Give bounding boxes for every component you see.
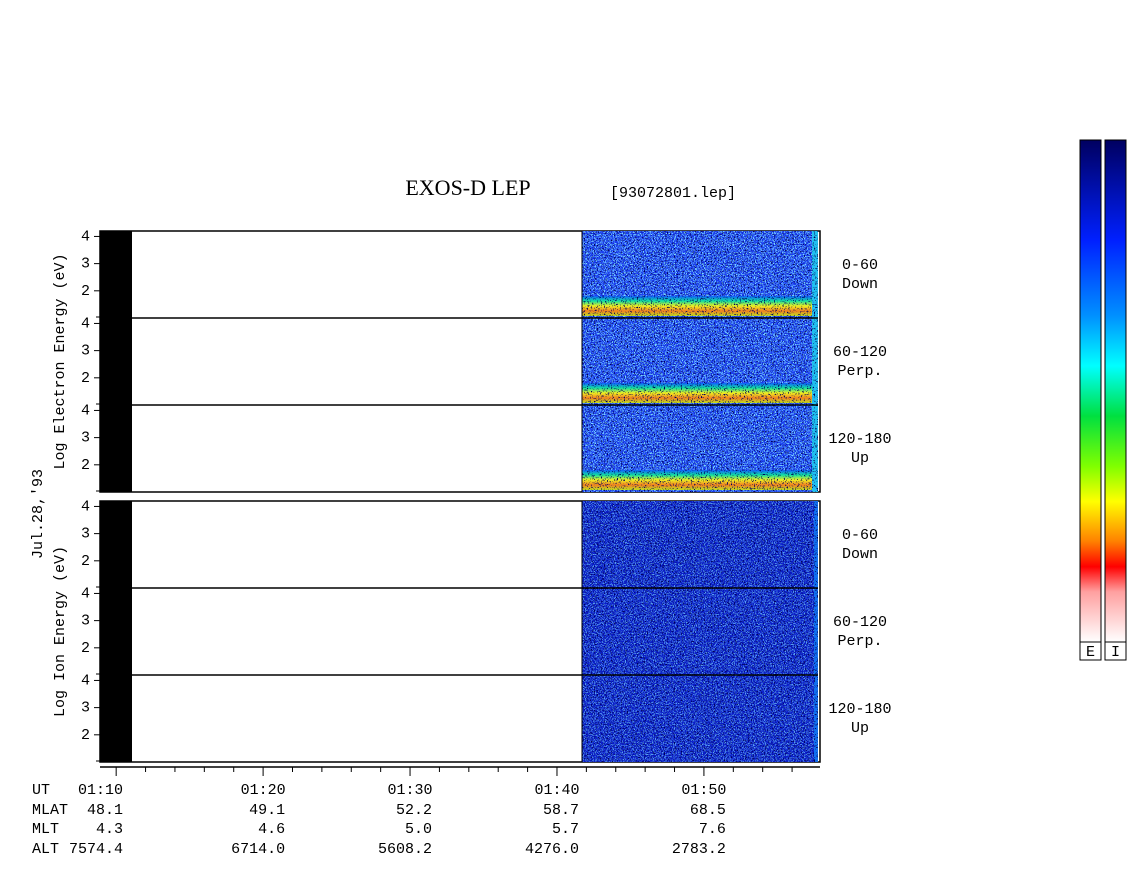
ephemeris-value: 5.0	[405, 821, 432, 838]
y-tick-label: 3	[81, 526, 90, 543]
data-gap	[100, 501, 132, 762]
x-tick-label: 01:10	[78, 782, 123, 799]
y-axis-label: Log Ion Energy (eV)	[52, 546, 69, 717]
x-tick-label: 01:30	[388, 782, 433, 799]
ephemeris-value: 7.6	[699, 821, 726, 838]
x-tick-label: 01:50	[681, 782, 726, 799]
row-label: ALT	[32, 841, 59, 858]
y-tick-label: 2	[81, 727, 90, 744]
ephemeris-value: 68.5	[690, 802, 726, 819]
ephemeris-value: 5.7	[552, 821, 579, 838]
ephemeris-value: 58.7	[543, 802, 579, 819]
row-label: UT	[32, 782, 50, 799]
y-tick-label: 4	[81, 315, 90, 332]
ephemeris-value: 7574.4	[69, 841, 123, 858]
y-tick-label: 4	[81, 228, 90, 245]
direction-label: Up	[851, 450, 869, 467]
y-tick-label: 2	[81, 370, 90, 387]
direction-label: Perp.	[837, 363, 882, 380]
ephemeris-value: 5608.2	[378, 841, 432, 858]
y-tick-label: 2	[81, 283, 90, 300]
direction-label: Up	[851, 720, 869, 737]
angle-label: 0-60	[842, 257, 878, 274]
chart-title: EXOS-D LEP	[405, 175, 530, 200]
y-tick-label: 4	[81, 672, 90, 689]
y-tick-label: 3	[81, 700, 90, 717]
colorbar-label: I	[1111, 644, 1120, 661]
spectrogram-noise	[582, 231, 818, 492]
ephemeris-value: 6714.0	[231, 841, 285, 858]
ephemeris-value: 48.1	[87, 802, 123, 819]
y-tick-label: 3	[81, 256, 90, 273]
direction-label: Perp.	[837, 633, 882, 650]
y-tick-label: 2	[81, 553, 90, 570]
spectrogram-noise	[582, 501, 818, 762]
y-axis-label: Log Electron Energy (eV)	[52, 253, 69, 469]
ephemeris-value: 4276.0	[525, 841, 579, 858]
y-tick-label: 3	[81, 430, 90, 447]
y-tick-label: 4	[81, 402, 90, 419]
colorbar-box	[1104, 641, 1127, 661]
y-tick-label: 3	[81, 613, 90, 630]
file-name: [93072801.lep]	[610, 185, 736, 202]
x-tick-label: 01:20	[241, 782, 286, 799]
colorbar	[1079, 139, 1102, 643]
angle-label: 60-120	[833, 614, 887, 631]
angle-label: 120-180	[828, 701, 891, 718]
y-tick-label: 3	[81, 343, 90, 360]
data-gap	[100, 231, 132, 492]
ephemeris-value: 4.3	[96, 821, 123, 838]
row-label: MLAT	[32, 802, 68, 819]
date-label: Jul.28,'93	[30, 469, 47, 559]
colorbar-box	[1079, 641, 1102, 661]
x-tick-label: 01:40	[534, 782, 579, 799]
ephemeris-value: 4.6	[258, 821, 285, 838]
colorbar-label: E	[1086, 644, 1095, 661]
angle-label: 60-120	[833, 344, 887, 361]
direction-label: Down	[842, 276, 878, 293]
y-tick-label: 4	[81, 585, 90, 602]
angle-label: 120-180	[828, 431, 891, 448]
direction-label: Down	[842, 546, 878, 563]
angle-label: 0-60	[842, 527, 878, 544]
y-tick-label: 2	[81, 640, 90, 657]
colorbar	[1104, 139, 1127, 643]
y-tick-label: 4	[81, 498, 90, 515]
ephemeris-value: 2783.2	[672, 841, 726, 858]
row-label: MLT	[32, 821, 59, 838]
ephemeris-value: 49.1	[249, 802, 285, 819]
ephemeris-value: 52.2	[396, 802, 432, 819]
y-tick-label: 2	[81, 457, 90, 474]
